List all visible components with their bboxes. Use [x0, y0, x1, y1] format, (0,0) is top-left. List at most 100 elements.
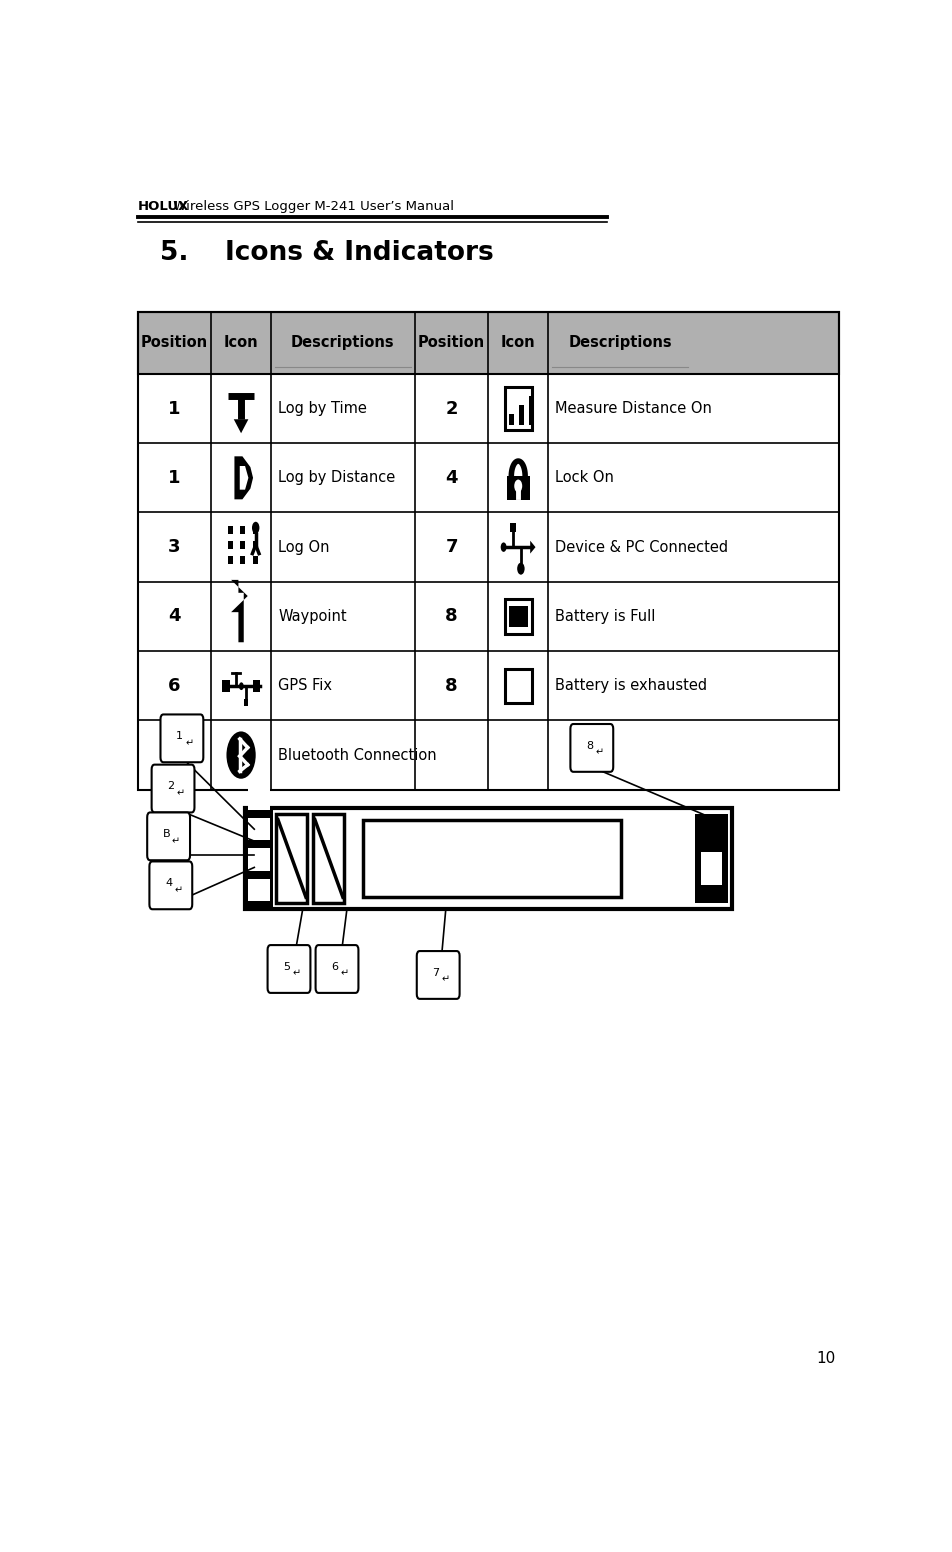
Text: ↵: ↵: [176, 788, 185, 798]
Text: ↵: ↵: [594, 748, 603, 757]
Text: Position: Position: [418, 335, 485, 351]
Text: Wireless GPS Logger M-241 User’s Manual: Wireless GPS Logger M-241 User’s Manual: [169, 200, 453, 213]
Bar: [244, 698, 248, 706]
Text: 5: 5: [283, 962, 290, 972]
Bar: [248, 849, 269, 871]
Text: 4: 4: [165, 878, 172, 888]
Bar: [245, 807, 731, 909]
Polygon shape: [234, 456, 253, 500]
Text: 7: 7: [432, 967, 439, 978]
Text: ↵: ↵: [441, 975, 449, 986]
Text: Log by Time: Log by Time: [278, 400, 367, 416]
Text: 1: 1: [168, 399, 181, 417]
Bar: [505, 386, 531, 430]
Text: 6: 6: [168, 677, 181, 695]
Bar: [240, 556, 246, 565]
Circle shape: [251, 521, 259, 534]
Circle shape: [227, 731, 255, 779]
FancyBboxPatch shape: [149, 861, 192, 909]
Circle shape: [239, 683, 244, 691]
Text: ↵: ↵: [340, 968, 348, 979]
Text: Battery is exhausted: Battery is exhausted: [555, 678, 706, 694]
Text: HOLUX: HOLUX: [137, 200, 188, 213]
Circle shape: [514, 480, 522, 492]
Text: Battery is Full: Battery is Full: [555, 608, 655, 624]
Text: 5: 5: [168, 747, 181, 764]
Text: Descriptions: Descriptions: [290, 335, 394, 351]
Text: GPS Fix: GPS Fix: [278, 678, 332, 694]
Text: 4: 4: [168, 607, 181, 625]
Text: Position: Position: [141, 335, 208, 351]
Text: 7: 7: [445, 539, 457, 556]
Bar: [248, 787, 269, 810]
Text: Waypoint: Waypoint: [278, 608, 347, 624]
Bar: [508, 413, 514, 425]
Text: Device & PC Connected: Device & PC Connected: [555, 540, 727, 554]
Text: Icon: Icon: [501, 335, 535, 351]
Text: Measure Distance On: Measure Distance On: [555, 400, 711, 416]
Bar: [313, 813, 344, 903]
Bar: [276, 813, 307, 903]
Bar: [228, 526, 232, 534]
Bar: [248, 878, 269, 902]
Text: ↵: ↵: [174, 885, 182, 896]
Text: Log On: Log On: [278, 540, 329, 554]
Bar: [228, 542, 232, 549]
Text: 3: 3: [168, 539, 181, 556]
FancyBboxPatch shape: [416, 951, 459, 999]
FancyBboxPatch shape: [315, 945, 358, 993]
Text: ↵: ↵: [292, 968, 300, 979]
Text: 1: 1: [168, 469, 181, 487]
Text: 6: 6: [331, 962, 338, 972]
Text: 5.    Icons & Indicators: 5. Icons & Indicators: [160, 241, 493, 265]
Text: B: B: [163, 829, 170, 840]
Text: 2: 2: [445, 399, 457, 417]
Text: 1: 1: [176, 731, 183, 740]
Bar: [363, 819, 621, 897]
Bar: [137, 312, 839, 790]
Polygon shape: [240, 466, 248, 490]
Text: 8: 8: [445, 607, 457, 625]
Bar: [240, 526, 246, 534]
FancyBboxPatch shape: [268, 945, 310, 993]
Text: Lock On: Lock On: [555, 470, 614, 486]
Polygon shape: [529, 540, 535, 554]
FancyBboxPatch shape: [570, 723, 612, 771]
Polygon shape: [233, 419, 248, 433]
FancyBboxPatch shape: [147, 812, 189, 860]
Text: ↵: ↵: [185, 739, 193, 748]
Bar: [509, 523, 516, 532]
Bar: [137, 312, 839, 374]
Bar: [240, 542, 246, 549]
Bar: [506, 475, 529, 500]
Bar: [253, 680, 260, 692]
Text: Descriptions: Descriptions: [567, 335, 671, 351]
Bar: [228, 556, 232, 565]
Bar: [528, 396, 534, 425]
Bar: [518, 405, 524, 425]
Bar: [253, 526, 258, 534]
Text: 2: 2: [168, 781, 174, 792]
Bar: [248, 818, 269, 840]
FancyBboxPatch shape: [151, 765, 194, 812]
Circle shape: [500, 542, 506, 553]
Text: ↵: ↵: [171, 837, 180, 846]
FancyBboxPatch shape: [160, 714, 203, 762]
Text: 4: 4: [445, 469, 457, 487]
Bar: [245, 807, 272, 909]
Polygon shape: [231, 580, 248, 643]
Text: Bluetooth Connection: Bluetooth Connection: [278, 748, 436, 762]
Bar: [505, 599, 531, 633]
Text: 10: 10: [816, 1350, 835, 1366]
Bar: [222, 680, 229, 692]
Bar: [701, 852, 721, 885]
Bar: [253, 556, 258, 565]
Bar: [694, 813, 727, 903]
Text: 8: 8: [445, 677, 457, 695]
Circle shape: [517, 563, 524, 574]
Text: Log by Distance: Log by Distance: [278, 470, 395, 486]
Bar: [253, 542, 258, 549]
Text: Icon: Icon: [224, 335, 258, 351]
Text: 8: 8: [585, 740, 592, 751]
Bar: [508, 605, 527, 627]
